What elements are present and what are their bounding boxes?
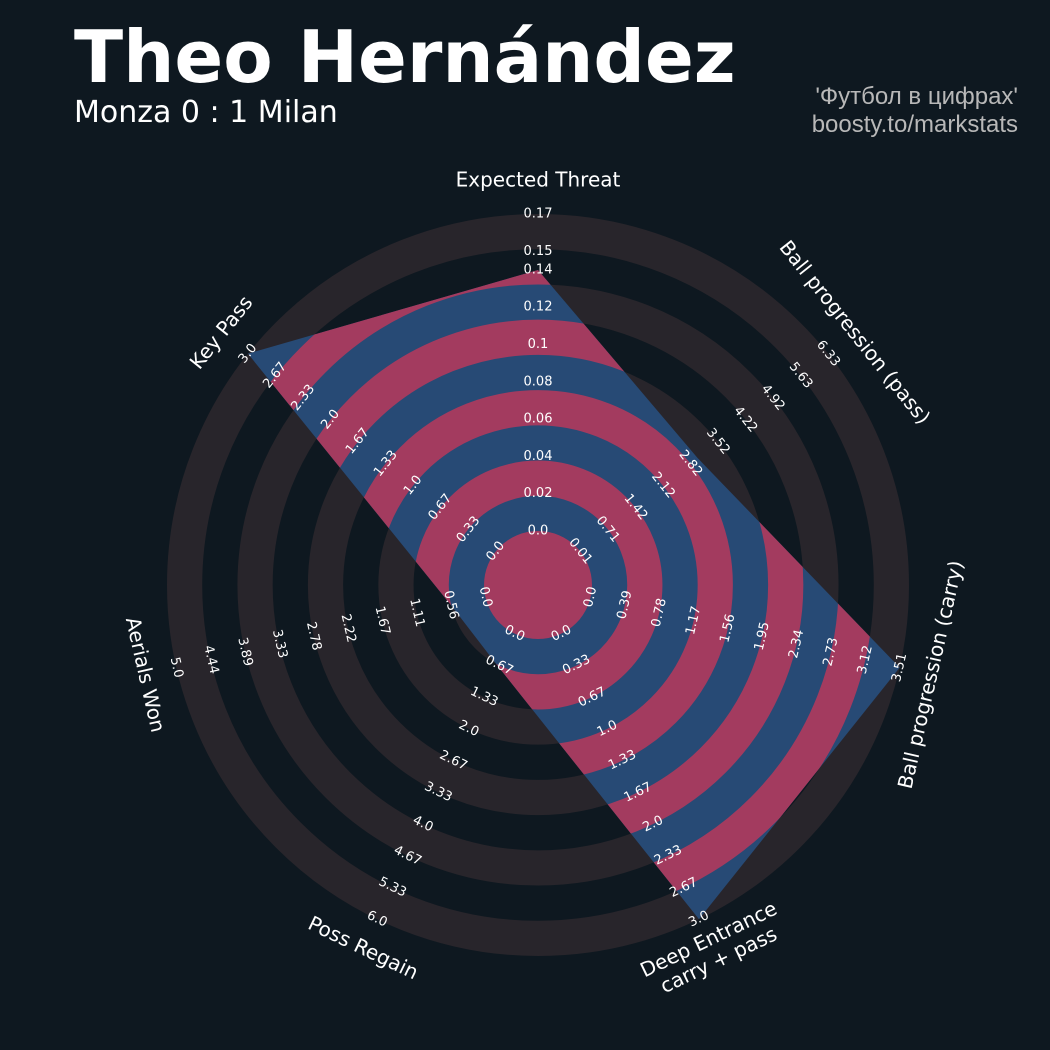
tick-label: 1.56 <box>717 613 738 645</box>
tick-label: 0.78 <box>649 597 670 629</box>
tick-label: 0.56 <box>440 589 461 621</box>
tick-label: 3.12 <box>855 644 876 676</box>
tick-label: 0.04 <box>524 449 553 464</box>
tick-label: 3.33 <box>269 628 290 660</box>
chart-title: Theo Hernández <box>74 15 736 99</box>
tick-label: 1.67 <box>372 605 393 637</box>
tick-label: 4.44 <box>200 644 221 676</box>
tick-label: 1.17 <box>683 605 704 637</box>
tick-label: 0.0 <box>476 585 495 609</box>
tick-label: 2.34 <box>786 628 807 660</box>
credit: boosty.to/markstats <box>812 111 1018 138</box>
tick-label: 0.02 <box>524 486 553 501</box>
tick-label: 3.51 <box>889 652 910 684</box>
tick-label: 2.78 <box>303 620 324 652</box>
tick-label: 3.89 <box>234 636 255 668</box>
radar-ring <box>484 531 592 639</box>
tick-label: 0.39 <box>614 589 635 621</box>
tick-label: 0.06 <box>524 412 553 427</box>
tick-label: 5.0 <box>167 656 186 680</box>
tick-label: 1.11 <box>406 597 427 629</box>
tick-label: 0.0 <box>581 585 600 609</box>
tick-label: 0.0 <box>528 524 549 539</box>
tick-label: 0.17 <box>524 207 553 222</box>
chart-subtitle: Monza 0 : 1 Milan <box>74 95 338 130</box>
tick-label: 2.22 <box>338 613 359 645</box>
tick-label: 0.1 <box>528 337 549 352</box>
tick-label: 1.95 <box>752 620 773 652</box>
ring <box>167 214 909 956</box>
tick-label: 2.73 <box>820 636 841 668</box>
tick-label: 0.08 <box>524 374 553 389</box>
credit: 'Футбол в цифрах' <box>815 83 1018 110</box>
axis-label: Expected Threat <box>456 168 621 192</box>
tick-label: 0.12 <box>524 300 553 315</box>
tick-label: 0.14 <box>524 262 553 277</box>
tick-label: 0.15 <box>524 244 553 259</box>
